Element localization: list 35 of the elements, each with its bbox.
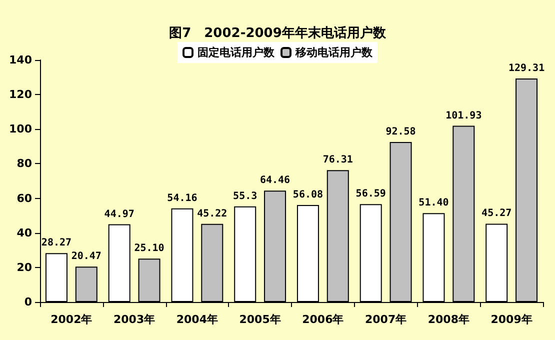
x-tick-label: 2006年 bbox=[302, 313, 344, 326]
y-tick-label: 60 bbox=[16, 192, 32, 205]
y-tick-label: 0 bbox=[24, 296, 32, 308]
data-label: 44.97 bbox=[104, 208, 134, 220]
x-tick-label: 2009年 bbox=[490, 313, 532, 326]
x-tick-label: 2008年 bbox=[428, 313, 470, 326]
x-tick-label: 2007年 bbox=[365, 313, 407, 326]
data-label: 92.58 bbox=[386, 126, 416, 138]
y-tick-label: 140 bbox=[9, 54, 32, 66]
x-tick-label: 2005年 bbox=[239, 313, 281, 326]
data-label: 129.31 bbox=[508, 62, 545, 74]
chart-title: 图7 2002-2009年年末电话用户数 bbox=[169, 25, 387, 41]
data-label: 45.22 bbox=[197, 208, 228, 220]
data-label: 64.46 bbox=[260, 175, 290, 186]
data-label: 54.16 bbox=[167, 192, 198, 204]
data-label: 20.47 bbox=[71, 251, 102, 262]
y-tick-label: 100 bbox=[9, 122, 32, 136]
data-label: 51.40 bbox=[418, 198, 449, 209]
x-tick-label: 2002年 bbox=[50, 313, 92, 326]
data-label: 56.08 bbox=[292, 190, 324, 201]
y-tick-label: 80 bbox=[16, 157, 32, 170]
y-tick-label: 120 bbox=[9, 88, 32, 102]
data-label: 55.3 bbox=[233, 190, 258, 202]
legend-label: 固定电话用户数 bbox=[198, 46, 276, 59]
data-label: 56.59 bbox=[356, 188, 386, 200]
data-label: 45.27 bbox=[482, 208, 512, 220]
y-tick-label: 20 bbox=[16, 260, 32, 274]
data-label: 25.10 bbox=[134, 243, 164, 254]
x-tick-label: 2003年 bbox=[114, 313, 156, 326]
data-label: 101.93 bbox=[446, 110, 482, 122]
x-tick-label: 2004年 bbox=[176, 313, 218, 326]
data-label: 76.31 bbox=[322, 154, 353, 166]
data-label: 28.27 bbox=[41, 238, 72, 249]
y-tick-label: 40 bbox=[16, 226, 32, 240]
legend-label: 移动电话用户数 bbox=[294, 46, 374, 59]
